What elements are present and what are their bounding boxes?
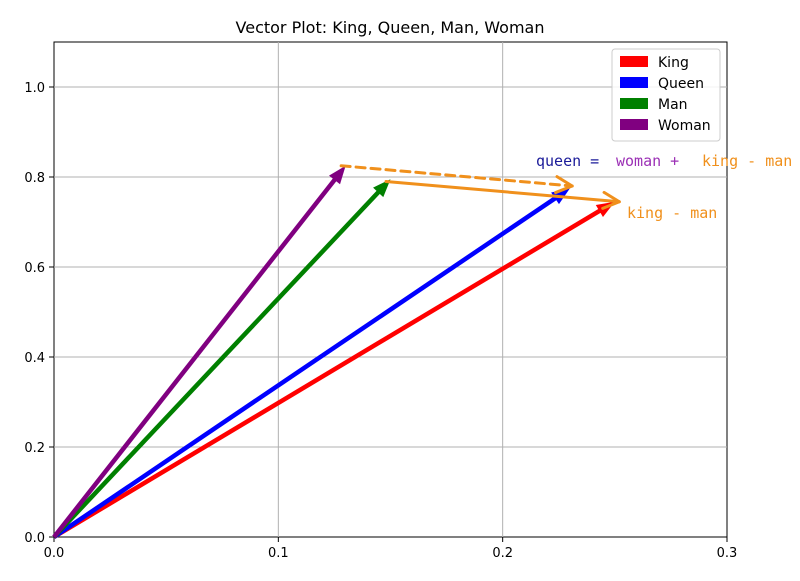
equation-queen-label: queen = <box>536 152 599 170</box>
axis-ticks: 0.0 0.1 0.2 0.3 0.0 0.2 0.4 0.6 0.8 1.0 <box>24 81 737 561</box>
legend-label: Man <box>658 97 688 113</box>
legend: King Queen Man Woman <box>611 48 721 142</box>
y-tick-label: 1.0 <box>24 81 45 96</box>
vector-arrows <box>52 165 615 539</box>
x-tick-label: 0.0 <box>44 546 65 561</box>
legend-item-king: King <box>620 55 689 71</box>
annotations: queen = woman + king - man king - man <box>339 152 792 222</box>
legend-item-man: Man <box>620 97 688 113</box>
y-tick-label: 0.8 <box>24 171 45 186</box>
vector-arrowhead <box>329 165 346 185</box>
x-tick-label: 0.1 <box>268 546 289 561</box>
vector-man <box>52 179 391 539</box>
legend-label: King <box>658 55 689 71</box>
annotation-arrowhead <box>601 190 621 210</box>
y-tick-label: 0.2 <box>24 441 45 456</box>
vector-arrowhead <box>373 179 391 198</box>
y-tick-label: 0.0 <box>24 531 45 546</box>
chart-title: Vector Plot: King, Queen, Man, Woman <box>236 18 545 37</box>
legend-label: Queen <box>658 76 704 92</box>
vector-shaft <box>52 208 603 539</box>
grid-lines <box>54 42 727 537</box>
legend-swatch <box>620 56 648 67</box>
woman-plus-offset-arrow <box>339 164 574 195</box>
equation-diff-label: king - man <box>702 152 792 170</box>
legend-swatch <box>620 119 648 130</box>
legend-swatch <box>620 98 648 109</box>
annotation-arrowhead <box>554 175 574 195</box>
equation-woman-label: woman + <box>616 152 679 170</box>
vector-woman <box>52 165 346 539</box>
vector-queen <box>52 188 570 539</box>
y-tick-label: 0.4 <box>24 351 45 366</box>
vector-king <box>52 201 615 539</box>
king-minus-man-label: king - man <box>627 204 717 222</box>
vector-shaft <box>52 189 382 539</box>
plot-area <box>53 41 728 538</box>
vector-shaft <box>52 176 338 539</box>
x-tick-label: 0.2 <box>492 546 513 561</box>
y-tick-label: 0.6 <box>24 261 45 276</box>
legend-swatch <box>620 77 648 88</box>
legend-item-queen: Queen <box>620 76 704 92</box>
annotation-shaft <box>384 180 621 204</box>
annotation-shaft <box>339 164 574 188</box>
vector-shaft <box>52 195 558 539</box>
legend-label: Woman <box>658 118 711 134</box>
legend-item-woman: Woman <box>620 118 711 134</box>
x-tick-label: 0.3 <box>717 546 738 561</box>
legend-box <box>611 48 721 142</box>
king-minus-man-arrow <box>384 180 621 210</box>
